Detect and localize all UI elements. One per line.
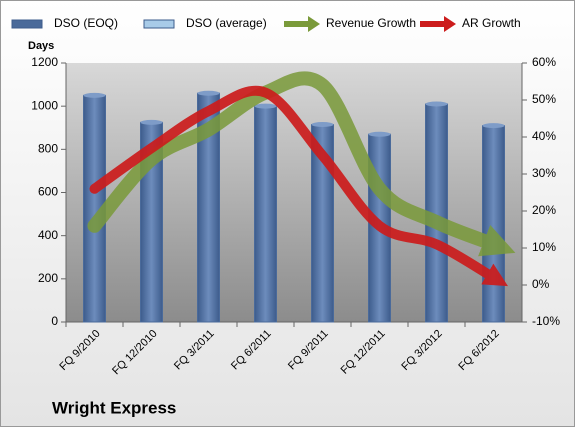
y2-tick-label: 0% xyxy=(532,277,550,291)
y-axis-label: Days xyxy=(28,40,54,52)
chart-title: Wright Express xyxy=(52,398,176,417)
legend-swatch xyxy=(143,19,175,29)
legend-swatch xyxy=(11,19,43,29)
bar-top xyxy=(425,101,448,107)
y2-tick-label: 40% xyxy=(532,129,556,143)
y2-tick-label: -10% xyxy=(532,314,560,328)
bar-top xyxy=(140,119,163,125)
y-tick-label: 400 xyxy=(38,228,58,242)
legend-label: Revenue Growth xyxy=(326,16,416,30)
y2-tick-label: 10% xyxy=(532,240,556,254)
bar-top xyxy=(482,123,505,129)
legend-swatch xyxy=(420,16,456,32)
y-tick-label: 0 xyxy=(51,314,58,328)
plot-area xyxy=(66,63,522,322)
y-tick-label: 600 xyxy=(38,185,58,199)
bar-top xyxy=(368,131,391,137)
y2-tick-label: 30% xyxy=(532,166,556,180)
y-tick-label: 800 xyxy=(38,142,58,156)
legend-label: AR Growth xyxy=(462,16,521,30)
y2-tick-label: 50% xyxy=(532,92,556,106)
y-tick-label: 1200 xyxy=(31,55,58,69)
line xyxy=(87,71,516,257)
y2-tick-label: 20% xyxy=(532,203,556,217)
legend-label: DSO (EOQ) xyxy=(54,16,118,30)
bar xyxy=(482,125,505,323)
bar-top xyxy=(197,90,220,96)
y2-tick-label: 60% xyxy=(532,55,556,69)
bar-top xyxy=(83,92,106,98)
legend-swatch xyxy=(284,16,320,32)
line xyxy=(89,85,509,287)
y-tick-label: 1000 xyxy=(31,98,58,112)
bar-top xyxy=(311,122,334,128)
bar-top xyxy=(254,103,277,109)
legend-label: DSO (average) xyxy=(186,16,267,30)
y-tick-label: 200 xyxy=(38,271,58,285)
bar xyxy=(254,105,277,323)
